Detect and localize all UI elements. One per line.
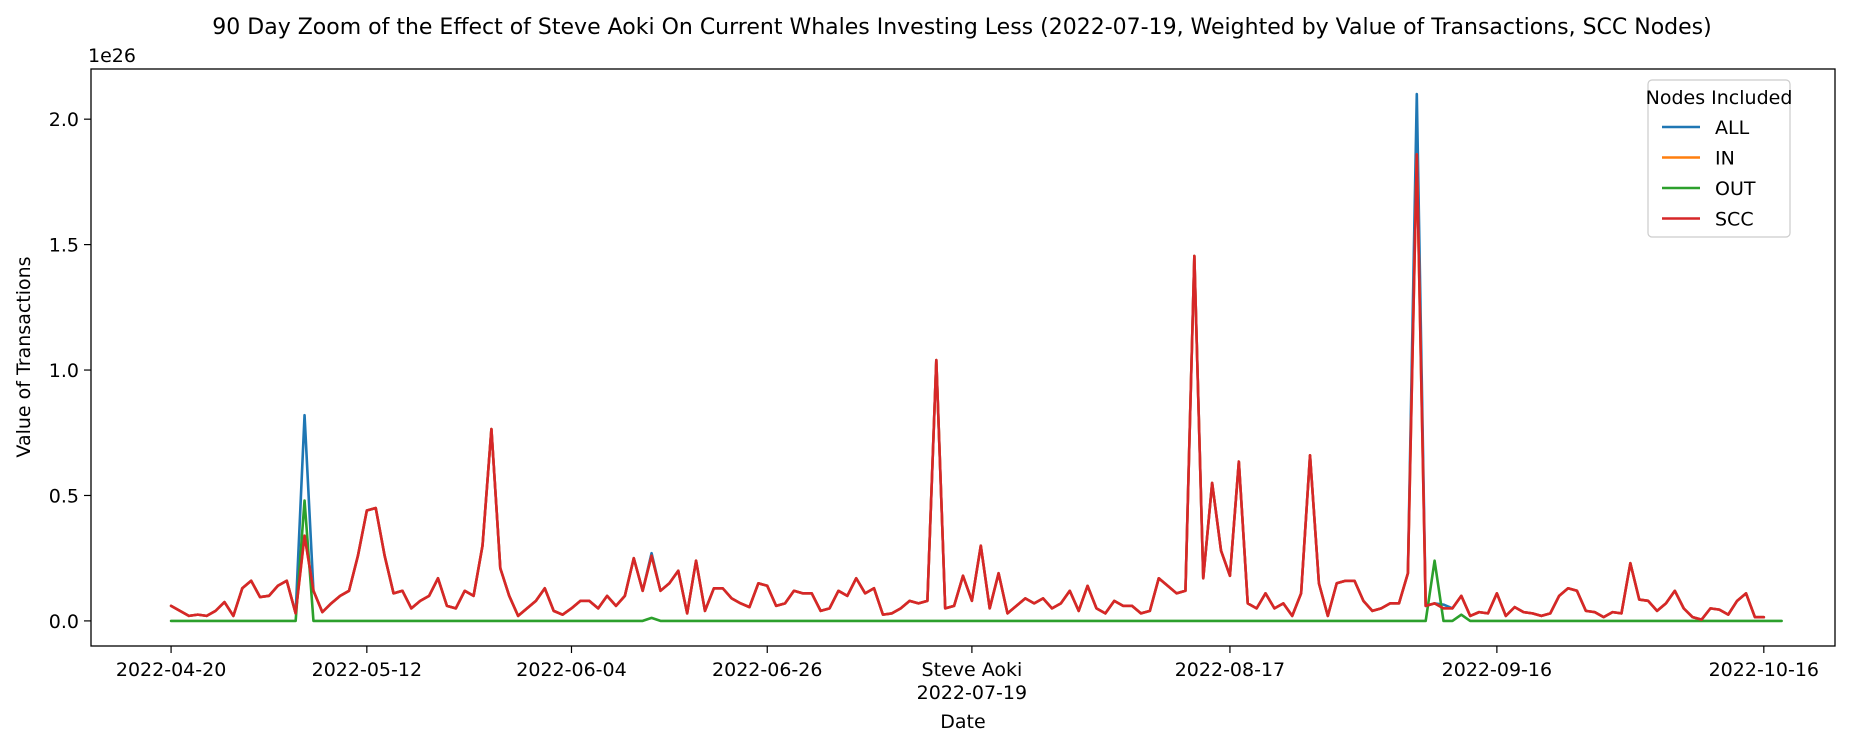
legend-label-in: IN [1715,148,1735,170]
x-tick-label-date: 2022-07-19 [917,682,1027,704]
x-tick-label: 2022-05-12 [312,659,422,681]
plot-area-frame [90,68,1836,647]
x-tick-label: 2022-09-16 [1442,659,1552,681]
legend-label-all: ALL [1715,117,1750,139]
y-axis-offset-label: 1e26 [88,45,136,67]
series-line-scc [169,153,1766,621]
x-tick-label: 2022-06-26 [712,659,822,681]
chart-title: 90 Day Zoom of the Effect of Steve Aoki … [212,15,1711,40]
x-tick-label: 2022-06-04 [516,659,626,681]
x-tick-label: 2022-08-17 [1175,659,1285,681]
y-tick-label: 1.5 [49,235,79,257]
y-axis-label: Value of Transactions [13,256,35,457]
y-tick-label: 0.0 [49,611,79,633]
x-tick-label: Steve Aoki [922,659,1023,681]
x-tick-label: 2022-10-16 [1709,659,1819,681]
x-axis-ticks: 2022-04-20 2022-05-12 2022-06-04 2022-06-26… [116,646,1819,704]
legend-entries: ALL IN OUT SCC [1662,117,1756,231]
legend: Nodes Included ALL IN OUT SCC [1646,79,1793,238]
legend-title: Nodes Included [1646,87,1793,109]
y-tick-label: 1.0 [49,360,79,382]
series-line-out [169,499,1783,623]
x-tick-label: 2022-04-20 [116,659,226,681]
y-tick-label: 0.5 [49,485,79,507]
x-axis-label: Date [940,711,985,733]
plot-series [169,92,1783,623]
legend-label-scc: SCC [1715,209,1754,231]
y-axis-ticks: 0.0 0.5 1.0 1.5 2.0 [49,109,91,633]
legend-label-out: OUT [1715,178,1756,200]
legend-frame [1647,79,1791,238]
y-tick-label: 2.0 [49,109,79,131]
